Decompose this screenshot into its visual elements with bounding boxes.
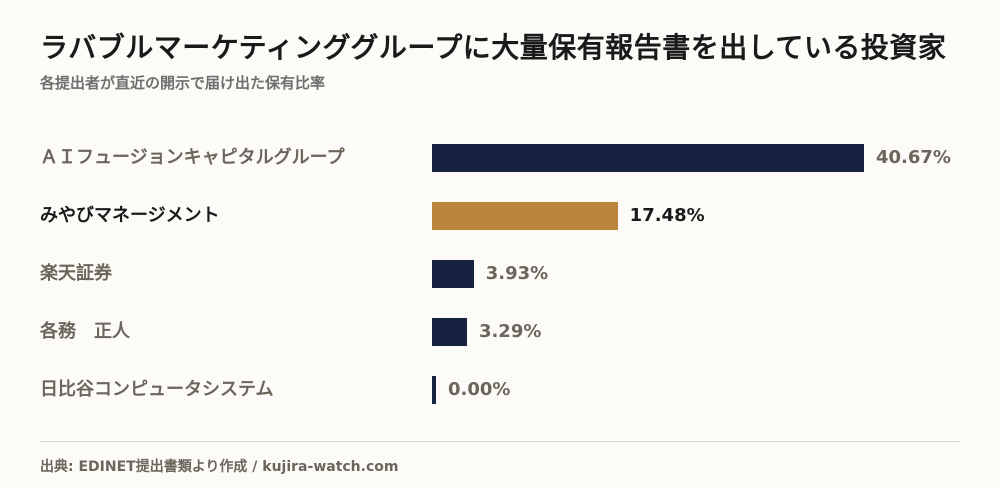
category-label: ＡＩフュージョンキャピタルグループ bbox=[40, 147, 345, 168]
bar-chart: ＡＩフュージョンキャピタルグループ 40.67% みやびマネージメント 17.48% 楽… bbox=[0, 120, 1000, 420]
value-label: 0.00% bbox=[448, 379, 511, 400]
category-label: 日比谷コンピュータシステム bbox=[40, 379, 274, 400]
category-label: 楽天証券 bbox=[40, 263, 112, 284]
chart-subtitle: 各提出者が直近の開示で届け出た保有比率 bbox=[40, 74, 326, 92]
bar bbox=[432, 376, 436, 404]
bar bbox=[432, 144, 864, 172]
bar bbox=[432, 260, 474, 288]
value-label: 3.29% bbox=[478, 321, 542, 342]
bar bbox=[432, 202, 618, 230]
value-label: 17.48% bbox=[629, 205, 705, 226]
divider bbox=[40, 441, 960, 442]
value-label: 3.93% bbox=[485, 263, 549, 284]
category-label: みやびマネージメント bbox=[40, 205, 220, 226]
category-label: 各務 正人 bbox=[40, 321, 130, 342]
bar bbox=[432, 318, 467, 346]
value-label: 40.67% bbox=[876, 147, 951, 168]
chart-title: ラバブルマーケティンググループに大量保有報告書を出している投資家 bbox=[40, 31, 947, 64]
source-note: 出典: EDINET提出書類より作成 / kujira-watch.com bbox=[40, 459, 399, 475]
